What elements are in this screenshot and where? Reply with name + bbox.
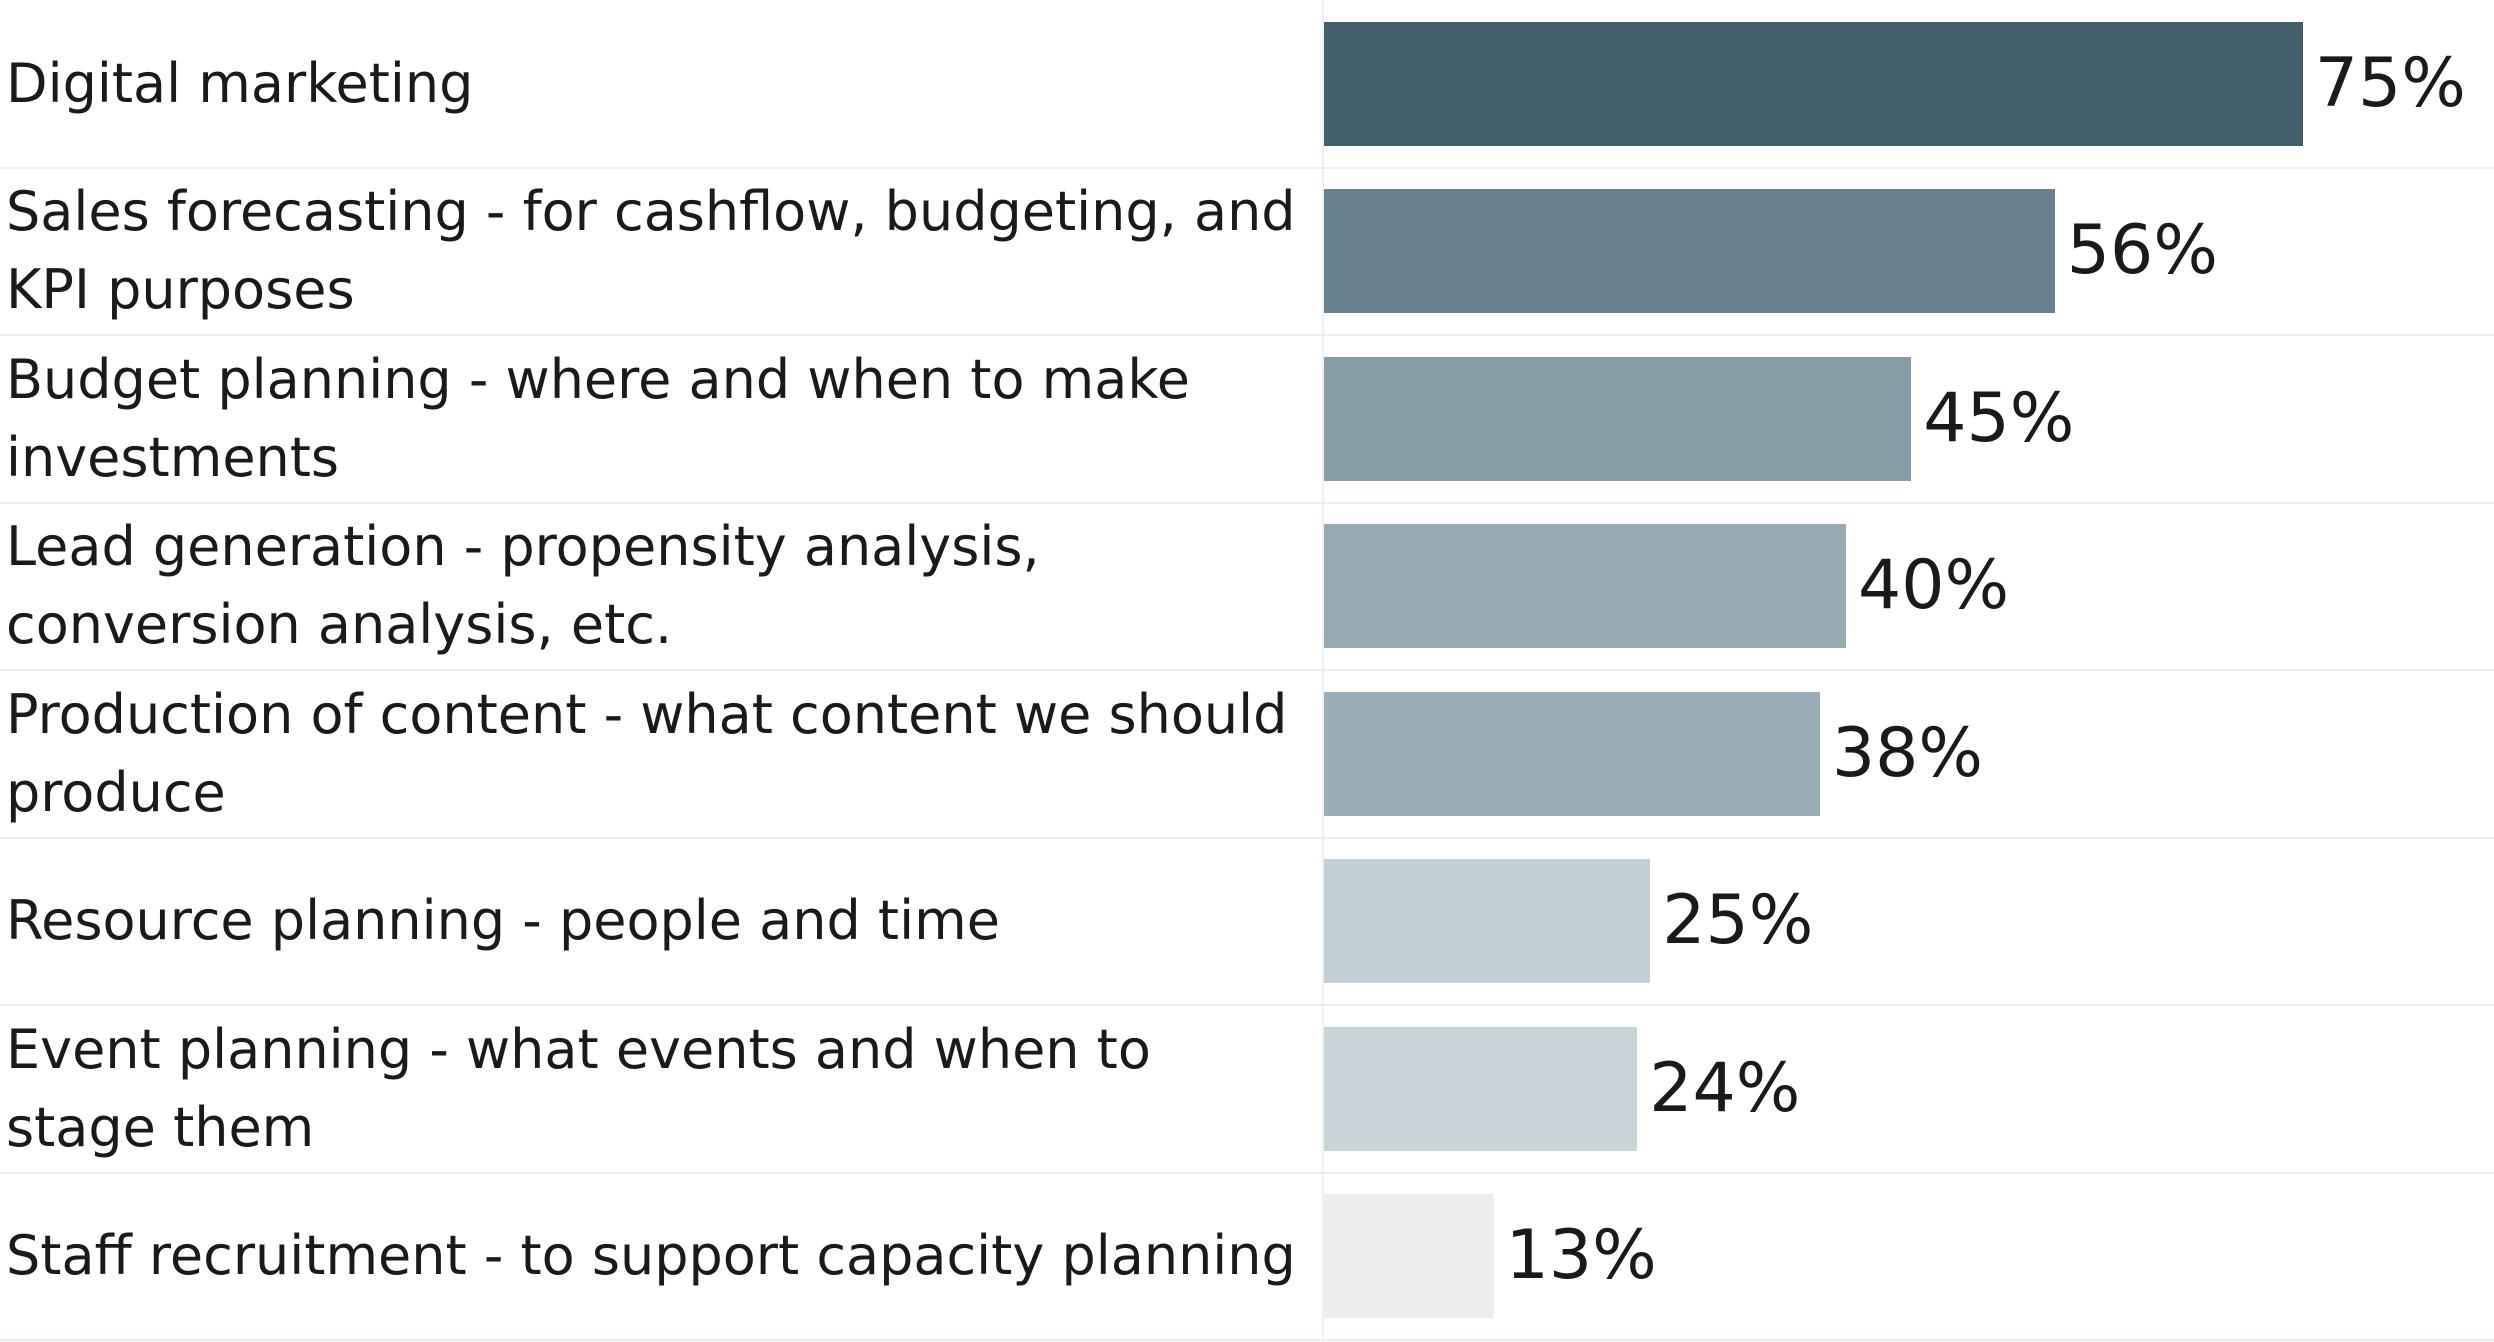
row-divider: [0, 1171, 2494, 1174]
data-label: 40%: [1858, 546, 2010, 626]
bar: [1324, 1194, 1494, 1319]
bar: [1324, 189, 2055, 314]
bar: [1324, 1026, 1638, 1151]
category-label: Resource planning - people and time: [6, 889, 1000, 953]
row-divider: [0, 669, 2494, 671]
data-label: 45%: [1923, 378, 2075, 458]
data-label: 25%: [1662, 881, 1814, 961]
row-divider: [0, 1004, 2494, 1006]
bar: [1324, 691, 1820, 816]
bar: [1324, 524, 1846, 649]
bar: [1324, 859, 1651, 984]
column-divider: [1322, 0, 1324, 1342]
category-label: Production of content - what content we …: [6, 682, 1288, 824]
data-label: 13%: [1505, 1216, 1657, 1296]
data-label: 75%: [2314, 43, 2466, 123]
bar: [1324, 356, 1912, 481]
category-label: Budget planning - where and when to make…: [6, 347, 1190, 489]
row-divider: [0, 166, 2494, 169]
category-label: Lead generation - propensity analysis, c…: [6, 515, 1040, 657]
row-divider: [0, 334, 2494, 336]
category-label: Digital marketing: [6, 51, 474, 115]
row-divider: [0, 501, 2494, 504]
row-divider: [0, 1339, 2494, 1341]
category-label: Staff recruitment - to support capacity …: [6, 1224, 1296, 1288]
category-label: Event planning - what events and when to…: [6, 1017, 1151, 1159]
data-label: 56%: [2066, 211, 2218, 291]
category-label: Sales forecasting - for cashflow, budget…: [6, 180, 1296, 322]
bar: [1324, 21, 2303, 146]
data-label: 24%: [1649, 1048, 1801, 1128]
data-label: 38%: [1831, 713, 1984, 793]
row-divider: [0, 836, 2494, 839]
